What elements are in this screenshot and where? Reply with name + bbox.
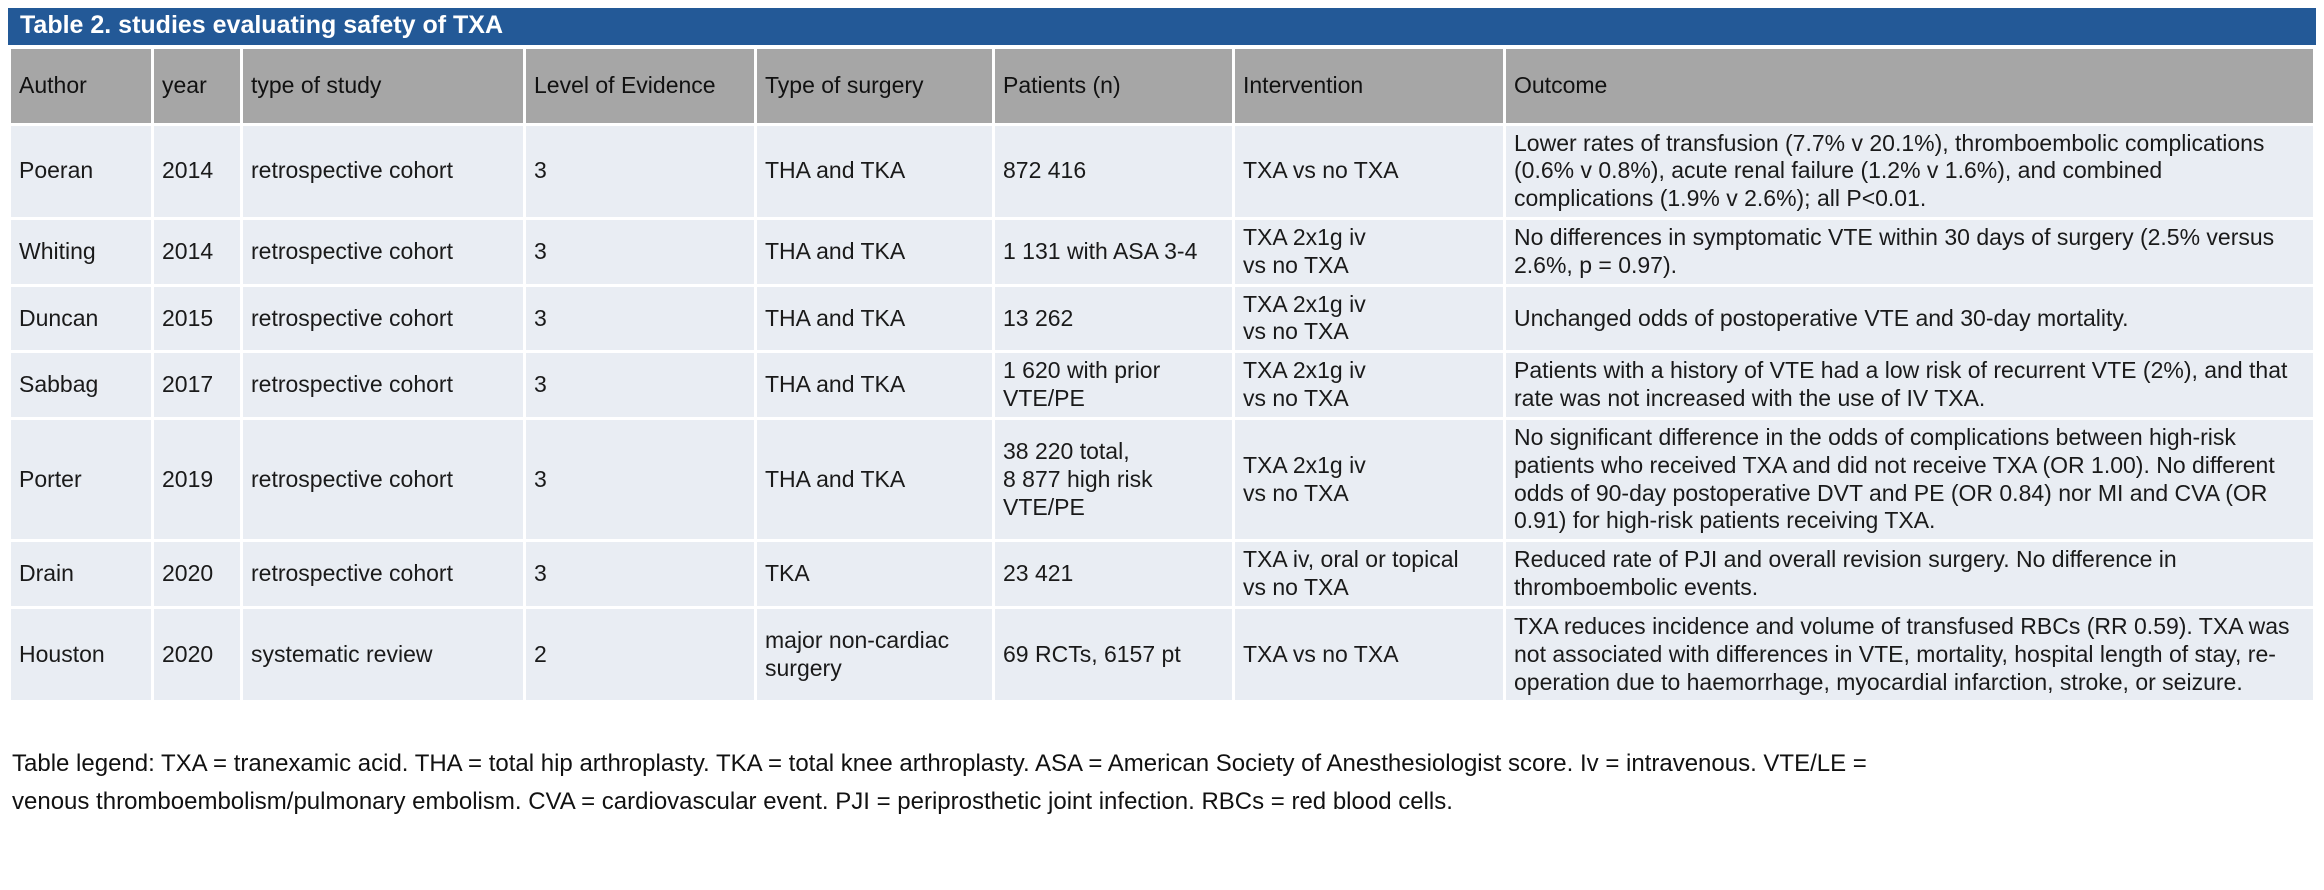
cell-outcome: Lower rates of transfusion (7.7% v 20.1%… xyxy=(1506,125,2313,217)
cell-study-type: retrospective cohort xyxy=(243,542,523,606)
cell-outcome: No significant difference in the odds of… xyxy=(1506,419,2313,540)
table-row-drain: Drain 2020 retrospective cohort 3 TKA 23… xyxy=(11,542,2313,606)
cell-author: Whiting xyxy=(11,219,151,284)
cell-study-type: retrospective cohort xyxy=(243,125,523,217)
cell-outcome: Patients with a history of VTE had a low… xyxy=(1506,353,2313,417)
column-header-level-of-evidence: Level of Evidence xyxy=(526,48,754,123)
cell-study-type: retrospective cohort xyxy=(243,219,523,284)
column-header-patients-n: Patients (n) xyxy=(995,48,1232,123)
header-row: Author year type of study Level of Evide… xyxy=(11,48,2313,123)
cell-year: 2020 xyxy=(154,608,240,701)
column-header-outcome: Outcome xyxy=(1506,48,2313,123)
cell-patients: 1 620 with prior VTE/PE xyxy=(995,353,1232,417)
cell-patients: 23 421 xyxy=(995,542,1232,606)
cell-intervention: TXA 2x1g iv vs no TXA xyxy=(1235,286,1503,351)
cell-author: Poeran xyxy=(11,125,151,217)
column-header-year: year xyxy=(154,48,240,123)
cell-evidence-level: 3 xyxy=(526,125,754,217)
cell-surgery: TKA xyxy=(757,542,992,606)
cell-patients: 1 131 with ASA 3-4 xyxy=(995,219,1232,284)
cell-year: 2019 xyxy=(154,419,240,540)
cell-intervention: TXA iv, oral or topical vs no TXA xyxy=(1235,542,1503,606)
table-row-poeran: Poeran 2014 retrospective cohort 3 THA a… xyxy=(11,125,2313,217)
studies-table: Author year type of study Level of Evide… xyxy=(8,45,2316,704)
column-header-intervention: Intervention xyxy=(1235,48,1503,123)
cell-evidence-level: 3 xyxy=(526,353,754,417)
cell-surgery: THA and TKA xyxy=(757,286,992,351)
cell-intervention: TXA 2x1g iv vs no TXA xyxy=(1235,419,1503,540)
cell-study-type: retrospective cohort xyxy=(243,286,523,351)
table-title: Table 2. studies evaluating safety of TX… xyxy=(8,8,2316,45)
cell-intervention: TXA 2x1g iv vs no TXA xyxy=(1235,219,1503,284)
column-header-type-of-study: type of study xyxy=(243,48,523,123)
cell-author: Duncan xyxy=(11,286,151,351)
cell-patients: 38 220 total, 8 877 high risk VTE/PE xyxy=(995,419,1232,540)
table-body: Poeran 2014 retrospective cohort 3 THA a… xyxy=(11,125,2313,701)
table-row-sabbag: Sabbag 2017 retrospective cohort 3 THA a… xyxy=(11,353,2313,417)
cell-surgery: THA and TKA xyxy=(757,219,992,284)
cell-surgery: THA and TKA xyxy=(757,419,992,540)
cell-evidence-level: 3 xyxy=(526,542,754,606)
cell-surgery: THA and TKA xyxy=(757,353,992,417)
cell-evidence-level: 2 xyxy=(526,608,754,701)
cell-study-type: systematic review xyxy=(243,608,523,701)
cell-surgery: THA and TKA xyxy=(757,125,992,217)
cell-year: 2020 xyxy=(154,542,240,606)
column-header-type-of-surgery: Type of surgery xyxy=(757,48,992,123)
cell-outcome: Reduced rate of PJI and overall revision… xyxy=(1506,542,2313,606)
cell-intervention: TXA vs no TXA xyxy=(1235,608,1503,701)
column-header-author: Author xyxy=(11,48,151,123)
cell-patients: 872 416 xyxy=(995,125,1232,217)
cell-surgery: major non-cardiac surgery xyxy=(757,608,992,701)
table-legend: Table legend: TXA = tranexamic acid. THA… xyxy=(12,750,1867,815)
cell-author: Houston xyxy=(11,608,151,701)
cell-author: Sabbag xyxy=(11,353,151,417)
cell-outcome: TXA reduces incidence and volume of tran… xyxy=(1506,608,2313,701)
cell-patients: 69 RCTs, 6157 pt xyxy=(995,608,1232,701)
cell-outcome: Unchanged odds of postoperative VTE and … xyxy=(1506,286,2313,351)
cell-year: 2014 xyxy=(154,219,240,284)
cell-evidence-level: 3 xyxy=(526,286,754,351)
cell-study-type: retrospective cohort xyxy=(243,419,523,540)
table-row-whiting: Whiting 2014 retrospective cohort 3 THA … xyxy=(11,219,2313,284)
cell-author: Porter xyxy=(11,419,151,540)
cell-outcome: No differences in symptomatic VTE within… xyxy=(1506,219,2313,284)
cell-evidence-level: 3 xyxy=(526,419,754,540)
table-row-houston: Houston 2020 systematic review 2 major n… xyxy=(11,608,2313,701)
table-row-porter: Porter 2019 retrospective cohort 3 THA a… xyxy=(11,419,2313,540)
cell-patients: 13 262 xyxy=(995,286,1232,351)
cell-year: 2015 xyxy=(154,286,240,351)
cell-intervention: TXA 2x1g iv vs no TXA xyxy=(1235,353,1503,417)
cell-year: 2014 xyxy=(154,125,240,217)
cell-intervention: TXA vs no TXA xyxy=(1235,125,1503,217)
cell-evidence-level: 3 xyxy=(526,219,754,284)
cell-study-type: retrospective cohort xyxy=(243,353,523,417)
table-header: Author year type of study Level of Evide… xyxy=(11,48,2313,123)
cell-author: Drain xyxy=(11,542,151,606)
table-row-duncan: Duncan 2015 retrospective cohort 3 THA a… xyxy=(11,286,2313,351)
cell-year: 2017 xyxy=(154,353,240,417)
